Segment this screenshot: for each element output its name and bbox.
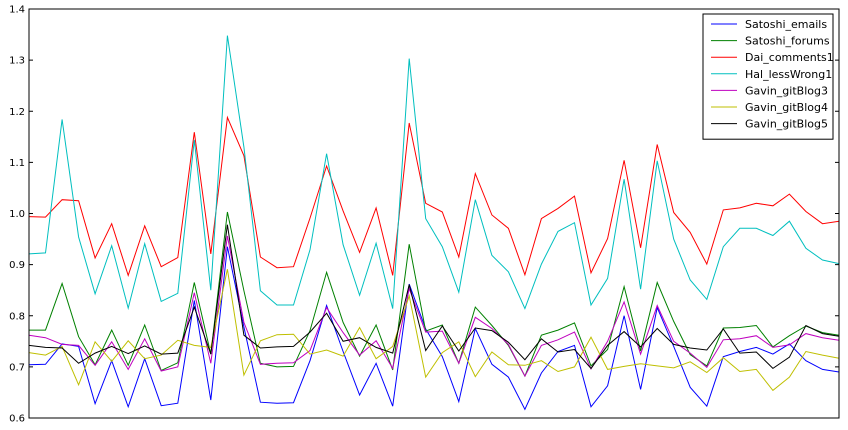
y-axis: 0.6 0.7 0.8 0.9 1.0 1.1 1.2 1.3 1.4 [9, 5, 839, 425]
y-tick-label: 1.1 [9, 158, 25, 169]
y-tick-label: 0.9 [9, 260, 25, 271]
legend-label: Gavin_gitBlog4 [745, 101, 828, 114]
series-line-gavin-gitblog4 [28, 269, 840, 392]
legend-label: Gavin_gitBlog5 [745, 118, 828, 131]
series-layer [28, 35, 840, 411]
legend-box [702, 13, 834, 140]
series-line-gavin-gitblog5 [28, 224, 840, 370]
series-line-dai-comments1 [28, 115, 840, 278]
legend-label: Satoshi_emails [745, 18, 827, 31]
y-tick-label: 0.7 [9, 362, 25, 373]
series-line-hal-lesswrong1 [28, 35, 840, 311]
legend-label: Hal_lessWrong1 [745, 68, 832, 81]
legend-label: Satoshi_forums [745, 35, 830, 48]
y-tick-label: 1.2 [9, 107, 25, 118]
legend-label: Gavin_gitBlog3 [745, 84, 828, 97]
series-line-satoshi-forums [29, 211, 840, 378]
legend-label: Dai_comments1 [745, 51, 834, 64]
y-tick-label: 1.4 [9, 5, 25, 16]
y-tick-label: 0.8 [9, 311, 25, 322]
y-tick-label: 1.3 [9, 56, 25, 67]
y-tick-label: 0.6 [9, 414, 25, 425]
series-line-gavin-gitblog3 [28, 235, 840, 378]
y-tick-label: 1.0 [9, 209, 25, 220]
legend: Satoshi_emails Satoshi_forums Dai_comments… [702, 13, 834, 140]
series-line-satoshi-emails [28, 246, 840, 411]
